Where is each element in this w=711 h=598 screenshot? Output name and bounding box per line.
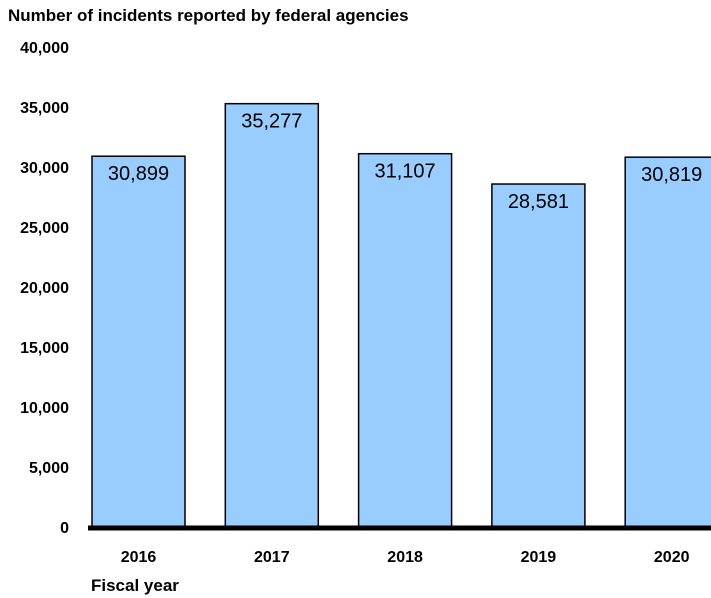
- bar-2016: [91, 155, 186, 528]
- y-tick-label-15000: 15,000: [20, 340, 69, 357]
- x-axis-label: Fiscal year: [91, 576, 179, 595]
- y-tick-label-25000: 25,000: [20, 220, 69, 237]
- y-tick-label-30000: 30,000: [20, 160, 69, 177]
- x-tick-label-2017: 2017: [254, 549, 290, 566]
- x-tick-label-2018: 2018: [387, 549, 423, 566]
- y-tick-label-10000: 10,000: [20, 400, 69, 417]
- y-tick-labels-group: 0 5,000 10,000 15,000 20,000 25,000 30,000 35,0…: [20, 40, 69, 537]
- y-tick-label-5000: 5,000: [29, 460, 69, 477]
- bar-2020: [624, 156, 711, 528]
- bar-2017: [224, 102, 320, 528]
- bar-value-label-2020: 30,819: [641, 164, 702, 186]
- y-tick-label-0: 0: [60, 520, 69, 537]
- y-tick-label-20000: 20,000: [20, 280, 69, 297]
- bar-value-label-2019: 28,581: [508, 191, 569, 213]
- y-tick-label-40000: 40,000: [20, 40, 69, 57]
- bar-value-label-2017: 35,277: [241, 111, 302, 133]
- bar-2019: [491, 183, 586, 528]
- x-tick-labels-group: 2016 2017 2018 2019 2020: [121, 549, 690, 566]
- x-tick-label-2016: 2016: [121, 549, 157, 566]
- y-tick-label-35000: 35,000: [20, 100, 69, 117]
- chart-title: Number of incidents reported by federal …: [8, 6, 409, 25]
- bar-value-label-2016: 30,899: [108, 163, 169, 185]
- x-tick-label-2019: 2019: [521, 549, 557, 566]
- value-labels-group: 30,899 35,277 31,107 28,581 30,819: [108, 111, 702, 213]
- x-tick-label-2020: 2020: [654, 549, 690, 566]
- bar-value-label-2018: 31,107: [375, 161, 436, 183]
- bar-2018: [357, 152, 453, 528]
